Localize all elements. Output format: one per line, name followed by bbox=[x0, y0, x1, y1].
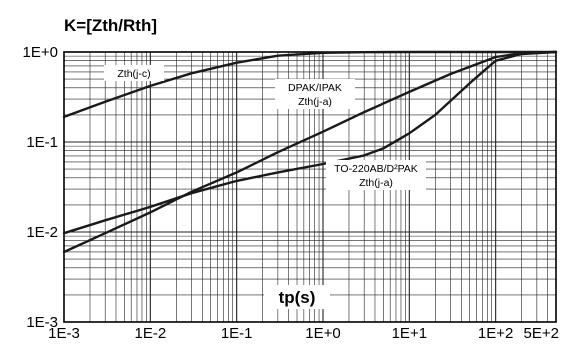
x-tick-labels: 1E-3 1E-2 1E-1 1E+0 1E+1 1E+2 5E+2 bbox=[48, 325, 559, 342]
annotation-text: Zth(j-a) bbox=[359, 177, 393, 189]
y-tick-label: 1E-2 bbox=[26, 224, 58, 241]
annotation-text: Zth(j-a) bbox=[298, 96, 332, 108]
annotation-background bbox=[275, 79, 355, 109]
series-annotation-3: TO-220AB/D²PAK Zth(j-a) bbox=[326, 160, 426, 190]
annotations: Zth(j-c) DPAK/IPAK Zth(j-a) TO-220AB/D²PAK Z… bbox=[104, 65, 426, 190]
series-lines bbox=[62, 50, 558, 254]
x-axis-label: tp(s) bbox=[279, 288, 316, 307]
x-tick-label: 1E+0 bbox=[305, 325, 340, 342]
chart-title: K=[Zth/Rth] bbox=[64, 16, 157, 35]
y-tick-labels: 1E+0 1E-1 1E-2 1E-3 bbox=[23, 44, 58, 331]
x-tick-label: 1E-2 bbox=[134, 325, 166, 342]
x-tick-label: 1E+2 bbox=[478, 325, 513, 342]
series-annotation-1: Zth(j-c) bbox=[104, 65, 164, 81]
annotation-background bbox=[326, 160, 426, 190]
x-tick-label: 1E-3 bbox=[48, 325, 80, 342]
x-axis-label-background bbox=[264, 285, 330, 309]
annotation-text: TO-220AB/D²PAK bbox=[334, 163, 418, 175]
series-line-1 bbox=[62, 50, 558, 119]
annotation-text: DPAK/IPAK bbox=[288, 82, 342, 94]
x-tick-label: 1E+1 bbox=[392, 325, 427, 342]
y-tick-label: 1E-1 bbox=[26, 134, 58, 151]
y-tick-label: 1E+0 bbox=[23, 44, 58, 61]
x-tick-label: 1E-1 bbox=[221, 325, 253, 342]
plot-frame bbox=[63, 51, 557, 323]
y-tick-label: 1E-3 bbox=[26, 314, 58, 331]
annotation-text: Zth(j-c) bbox=[117, 68, 150, 80]
annotation-background bbox=[104, 65, 164, 81]
series-annotation-2: DPAK/IPAK Zth(j-a) bbox=[275, 79, 355, 109]
series-line-3 bbox=[62, 50, 558, 235]
series-line-2 bbox=[62, 50, 558, 254]
x-tick-label: 5E+2 bbox=[524, 325, 559, 342]
